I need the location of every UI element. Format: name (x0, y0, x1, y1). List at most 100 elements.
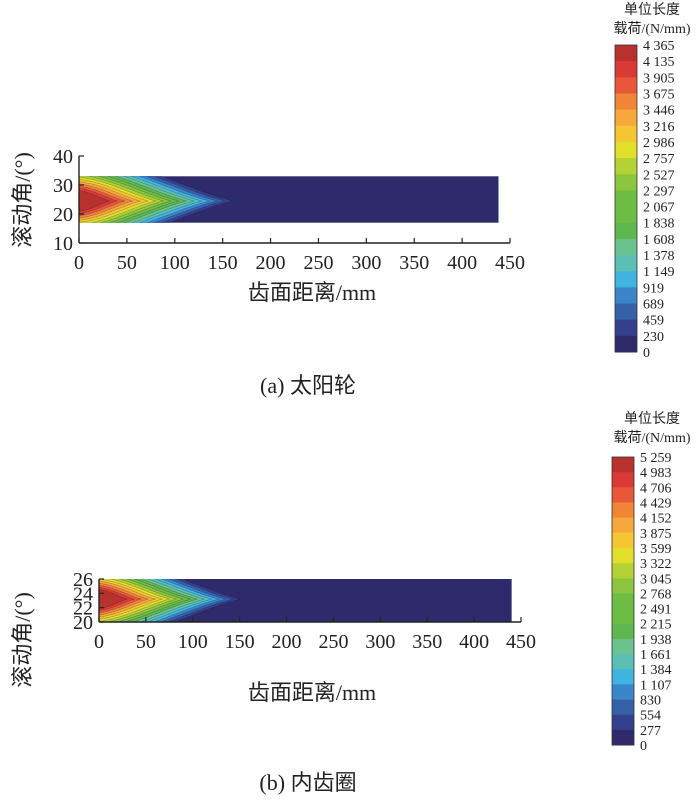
colorbar-tick-label: 1 938 (640, 633, 672, 648)
y-axis-label: 滚动角/(°) (10, 592, 35, 688)
y-tick-labels: 10 20 30 40 (53, 146, 73, 255)
colorbar-tick-label: 230 (643, 330, 664, 345)
colorbar-frame (611, 456, 635, 746)
caption: (b) 内齿圈 (259, 770, 356, 795)
x-tick-labels: 0 50 100 150 200 250 300 350 400 450 (74, 252, 525, 274)
y-tick-label: 26 (73, 569, 93, 591)
colorbar-tick-label: 1 384 (640, 663, 672, 678)
colorbar-tick-label: 919 (643, 281, 664, 296)
colorbar-tick-label: 2 757 (643, 152, 675, 167)
colorbar-tick-label: 1 838 (643, 217, 675, 232)
colorbar-swatch (612, 623, 634, 640)
colorbar-tick-label: 459 (643, 314, 664, 329)
colorbar-tick-label: 2 215 (640, 618, 672, 633)
colorbar-swatch (615, 77, 637, 94)
y-axis-label: 滚动角/(°) (10, 152, 35, 248)
colorbar-swatch (615, 158, 637, 175)
colorbar-tick-label: 1 378 (643, 249, 675, 264)
colorbar-swatch (612, 563, 634, 579)
colorbar-tick-label: 3 045 (640, 572, 672, 587)
x-tick-label: 100 (160, 252, 190, 274)
x-tick-label: 200 (272, 631, 302, 653)
colorbar-tick-label: 4 983 (640, 466, 672, 481)
colorbar-tick-label: 3 875 (640, 527, 672, 542)
x-tick-label: 450 (495, 252, 525, 274)
axes (78, 155, 511, 244)
colorbar-swatch (612, 669, 634, 685)
x-tick-label: 350 (399, 252, 429, 274)
colorbar-tick-label: 4 365 (643, 39, 675, 54)
colorbar-swatch (612, 608, 634, 625)
y-tick-label: 20 (53, 204, 73, 226)
colorbar-swatch (615, 174, 637, 191)
x-axis-label: 齿面距离/mm (248, 280, 376, 305)
colorbar-tick-label: 3 905 (643, 71, 675, 86)
colorbar-tick-label: 554 (640, 709, 661, 724)
colorbar-tick-label: 1 149 (643, 265, 675, 280)
colorbar-swatch (615, 255, 637, 272)
x-tick-label: 100 (178, 631, 208, 653)
colorbar-tick-label: 2 067 (643, 201, 675, 216)
chart-sun-gear: 0 50 100 150 200 250 300 350 400 450 10 20 30 40 齿面距… (10, 2, 691, 398)
x-tick-label: 50 (117, 252, 137, 274)
y-tick-label: 30 (53, 175, 73, 197)
x-tick-label: 300 (365, 631, 395, 653)
colorbar-tick-label: 2 297 (643, 184, 675, 199)
colorbar-tick-label: 277 (640, 724, 661, 739)
colorbar-swatch (615, 335, 637, 353)
colorbar-title-line2: 载荷/(N/mm) (614, 21, 691, 37)
colorbar-swatch (615, 93, 637, 111)
x-tick-label: 450 (506, 631, 536, 653)
colorbar-swatch (612, 532, 634, 549)
colorbar-tick-label: 4 429 (640, 496, 672, 511)
colorbar-swatch (615, 238, 637, 256)
colorbar-swatch (612, 547, 634, 564)
colorbar-swatch (612, 729, 634, 746)
heatmap-contours (79, 176, 233, 223)
colorbar-tick-label: 4 135 (643, 55, 675, 70)
axes (98, 578, 522, 623)
x-tick-label: 350 (412, 631, 442, 653)
colorbar-swatch (615, 61, 637, 78)
colorbar-swatch (615, 45, 637, 62)
colorbar-swatch (615, 125, 637, 143)
contour-level (79, 190, 111, 212)
colorbar-swatch (615, 303, 637, 321)
colorbar-tick-label: 3 599 (640, 542, 672, 557)
x-tick-labels: 0 50 100 150 200 250 300 350 400 450 (94, 631, 536, 653)
colorbar-frame (614, 44, 638, 353)
x-tick-label: 400 (459, 631, 489, 653)
x-tick-label: 150 (225, 631, 255, 653)
colorbar-tick-label: 5 259 (640, 451, 672, 466)
colorbar-swatch (612, 517, 634, 534)
x-tick-label: 400 (447, 252, 477, 274)
x-tick-label: 250 (303, 252, 333, 274)
colorbar-tick-label: 2 768 (640, 587, 672, 602)
x-axis-label: 齿面距离/mm (248, 680, 376, 705)
caption: (a) 太阳轮 (260, 373, 356, 398)
colorbar-swatch (612, 502, 634, 519)
y-tick-label: 10 (53, 233, 73, 255)
colorbar-tick-label: 3 322 (640, 557, 672, 572)
colorbar-swatch (612, 638, 634, 655)
colorbar-title-line2: 载荷/(N/mm) (614, 430, 691, 446)
x-tick-label: 50 (136, 631, 156, 653)
colorbar-swatch (612, 699, 634, 716)
colorbar-tick-label: 1 661 (640, 648, 672, 663)
x-tick-label: 0 (94, 631, 104, 653)
colorbar-tick-label: 1 608 (643, 233, 675, 248)
x-tick-label: 300 (351, 252, 381, 274)
y-tick-label: 40 (53, 146, 73, 168)
colorbar-swatch (615, 319, 637, 337)
colorbar-tick-label: 830 (640, 694, 661, 709)
colorbar-tick-label: 3 446 (643, 104, 675, 119)
heatmap-contours (99, 579, 240, 622)
colorbar-tick-label: 2 986 (643, 136, 675, 151)
x-tick-label: 200 (256, 252, 286, 274)
colorbar-tick-label: 2 527 (643, 168, 675, 183)
